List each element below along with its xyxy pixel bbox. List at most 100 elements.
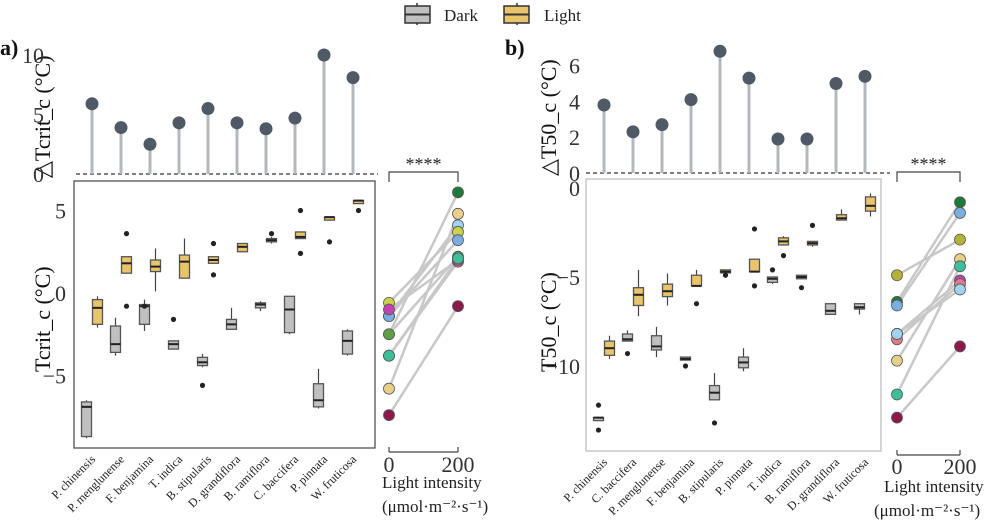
box-dark: [138, 299, 151, 331]
box-outlier: [297, 250, 304, 256]
paired-line: [895, 201, 962, 303]
box-dark: [766, 267, 779, 285]
box-light: [120, 231, 133, 309]
box-light: [777, 236, 790, 259]
box-outlier: [326, 239, 333, 245]
box-outlier: [123, 303, 130, 309]
ylabel-b-top: △T50_c (°C): [536, 59, 561, 176]
box-light: [91, 296, 104, 328]
lollipop-point: [143, 137, 157, 151]
lollipop-point: [655, 118, 669, 132]
box-body: [748, 258, 761, 273]
paired-x-ticklabel: 200: [442, 452, 475, 477]
paired-xlabel-b-line1: Light intensity: [884, 477, 984, 496]
box-outlier: [751, 226, 758, 232]
paired-b: **** 0 200: [891, 154, 977, 479]
box-body: [91, 298, 104, 326]
paired-x-ticklabel: 200: [944, 454, 977, 479]
lollipop-ytick-a: 5: [33, 103, 44, 128]
significance-label: ****: [911, 154, 947, 174]
ylabel-a-top: △Tcrit_c (°C): [30, 55, 55, 178]
paired-point-light: [452, 300, 464, 313]
panel-label-b: b): [505, 35, 525, 60]
paired-point-light: [452, 252, 464, 265]
box-body: [632, 287, 645, 307]
box-outlier: [624, 350, 631, 357]
legend-label-dark: Dark: [444, 6, 478, 25]
paired-point-dark: [383, 349, 395, 362]
paired-line: [895, 212, 962, 307]
box-outlier: [595, 427, 602, 433]
paired-xlabel-b-line2: (μmol·m⁻²·s⁻¹): [874, 501, 980, 520]
lollipop-ytick-a: 0: [33, 162, 44, 187]
paired-point-dark: [891, 269, 903, 282]
box-dark: [737, 348, 750, 372]
box-light: [323, 216, 336, 245]
panel-label-a: a): [0, 35, 18, 60]
box-ytick-b: −10: [546, 354, 580, 379]
significance-label: ****: [406, 154, 442, 174]
lollipop-point: [858, 69, 872, 83]
lollipop-a: 0 5 10: [22, 43, 378, 187]
lollipop-point: [829, 77, 843, 90]
paired-point-light: [954, 207, 966, 219]
paired-point-light: [954, 196, 966, 209]
box-outlier: [780, 253, 787, 259]
box-dark: [708, 373, 721, 426]
lollipop-point: [230, 116, 244, 130]
lollipop-point: [172, 116, 186, 130]
paired-point-dark: [383, 303, 395, 316]
lollipop-ytick-b: 4: [569, 89, 580, 114]
lollipop-ytick-b: 6: [569, 54, 580, 79]
box-body: [178, 254, 191, 279]
box-light: [864, 193, 877, 217]
box-body: [824, 303, 837, 316]
box-light: [265, 231, 278, 244]
box-outlier: [355, 207, 362, 214]
paired-line: [895, 258, 962, 362]
box-outlier: [682, 363, 689, 369]
box-dark: [254, 301, 267, 312]
box-light: [835, 209, 848, 221]
lollipop-point: [114, 121, 128, 135]
paired-point-light: [452, 234, 464, 247]
box-ytick-a: 0: [55, 281, 66, 306]
box-dark: [312, 368, 325, 409]
box-outlier: [268, 231, 275, 237]
box-dark: [167, 316, 180, 350]
lollipop-point: [317, 48, 331, 62]
box-outlier: [297, 207, 304, 214]
box-ytick-b: 0: [569, 176, 580, 201]
box-light: [603, 335, 616, 359]
box-ytick-a: −5: [43, 364, 66, 389]
box-dark: [650, 326, 663, 358]
paired-line: [388, 239, 459, 317]
paired-point-light: [954, 340, 966, 353]
paired-point-dark: [891, 299, 903, 312]
paired-point-dark: [383, 328, 395, 341]
paired-line: [388, 231, 459, 304]
paired-line: [896, 345, 961, 419]
paired-x-ticklabel: 0: [892, 454, 903, 479]
lollipop-point: [713, 44, 727, 58]
legend-item-light: Light: [503, 3, 581, 25]
box-dark: [283, 295, 296, 335]
legend: Dark Light: [404, 3, 581, 25]
box-dark: [679, 356, 692, 369]
ylabel-b-main: T50_c (°C): [536, 272, 561, 372]
box-outlier: [693, 301, 700, 307]
box-light: [294, 207, 307, 256]
paired-point-light: [954, 233, 966, 246]
paired-point-dark: [891, 411, 903, 424]
lollipop-point: [684, 93, 698, 107]
paired-line: [388, 258, 459, 311]
significance-bracket: [896, 171, 961, 182]
paired-line: [387, 305, 460, 416]
box-dark: [196, 354, 209, 388]
box-light: [806, 222, 819, 247]
plot-frame-b: [585, 178, 882, 452]
lollipop-point: [626, 125, 640, 139]
paired-point-dark: [383, 382, 395, 395]
